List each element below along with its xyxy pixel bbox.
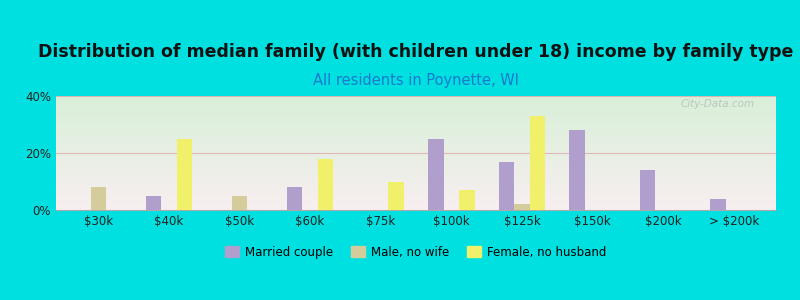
Text: City-Data.com: City-Data.com [680,99,754,110]
Bar [514,204,530,210]
Bar [232,196,247,210]
Bar [428,139,443,210]
Legend: Married couple, Male, no wife, Female, no husband: Married couple, Male, no wife, Female, n… [221,241,611,263]
Bar [90,187,106,210]
Bar [498,161,514,210]
Bar [710,199,726,210]
Bar [569,130,585,210]
Bar [640,170,655,210]
Title: Distribution of median family (with children under 18) income by family type: Distribution of median family (with chil… [38,43,794,61]
Bar [318,159,334,210]
Bar [530,116,545,210]
Bar [177,139,192,210]
Bar [459,190,474,210]
Bar [146,196,161,210]
Bar [287,187,302,210]
Bar [389,182,404,210]
Text: All residents in Poynette, WI: All residents in Poynette, WI [313,73,519,88]
